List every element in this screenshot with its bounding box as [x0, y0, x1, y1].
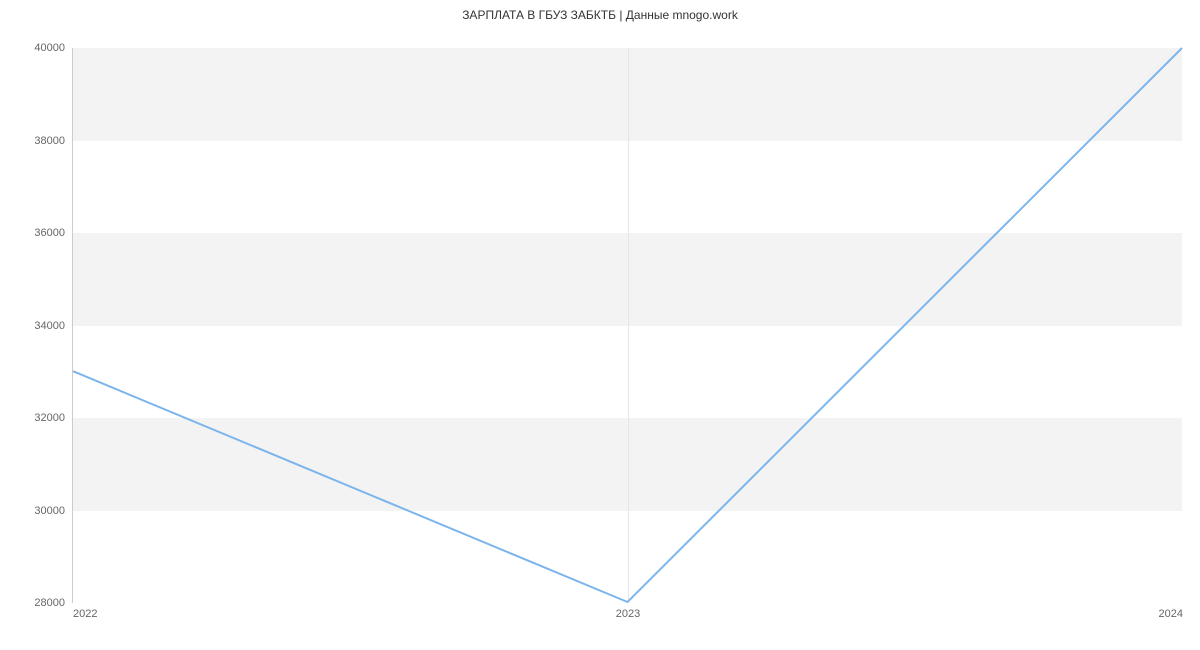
y-tick-label: 38000 — [34, 135, 65, 147]
y-tick-label: 34000 — [34, 320, 65, 332]
x-tick-label: 2024 — [1159, 608, 1183, 620]
y-tick-label: 28000 — [34, 597, 65, 609]
x-tick-label: 2022 — [73, 608, 97, 620]
line-layer — [73, 48, 1182, 602]
y-tick-label: 32000 — [34, 412, 65, 424]
y-tick-label: 30000 — [34, 505, 65, 517]
y-tick-label: 36000 — [34, 227, 65, 239]
chart-title: ЗАРПЛАТА В ГБУЗ ЗАБКТБ | Данные mnogo.wo… — [0, 8, 1200, 22]
plot-area: 2800030000320003400036000380004000020222… — [72, 48, 1182, 603]
series-line-salary — [73, 48, 1182, 602]
x-tick-label: 2023 — [616, 608, 640, 620]
y-tick-label: 40000 — [34, 42, 65, 54]
